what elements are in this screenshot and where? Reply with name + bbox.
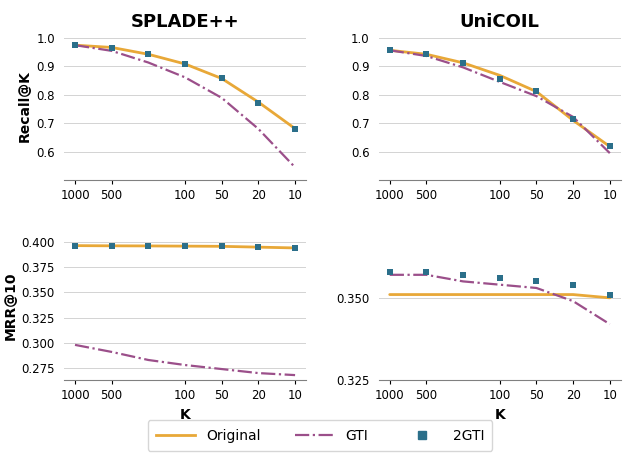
Legend: Original, GTI, 2GTI: Original, GTI, 2GTI (148, 420, 492, 451)
X-axis label: K: K (180, 408, 191, 422)
Y-axis label: Recall@K: Recall@K (18, 70, 32, 142)
Title: UniCOIL: UniCOIL (460, 12, 540, 31)
Title: SPLADE++: SPLADE++ (131, 12, 239, 31)
Y-axis label: MRR@10: MRR@10 (3, 272, 17, 340)
X-axis label: K: K (494, 408, 505, 422)
